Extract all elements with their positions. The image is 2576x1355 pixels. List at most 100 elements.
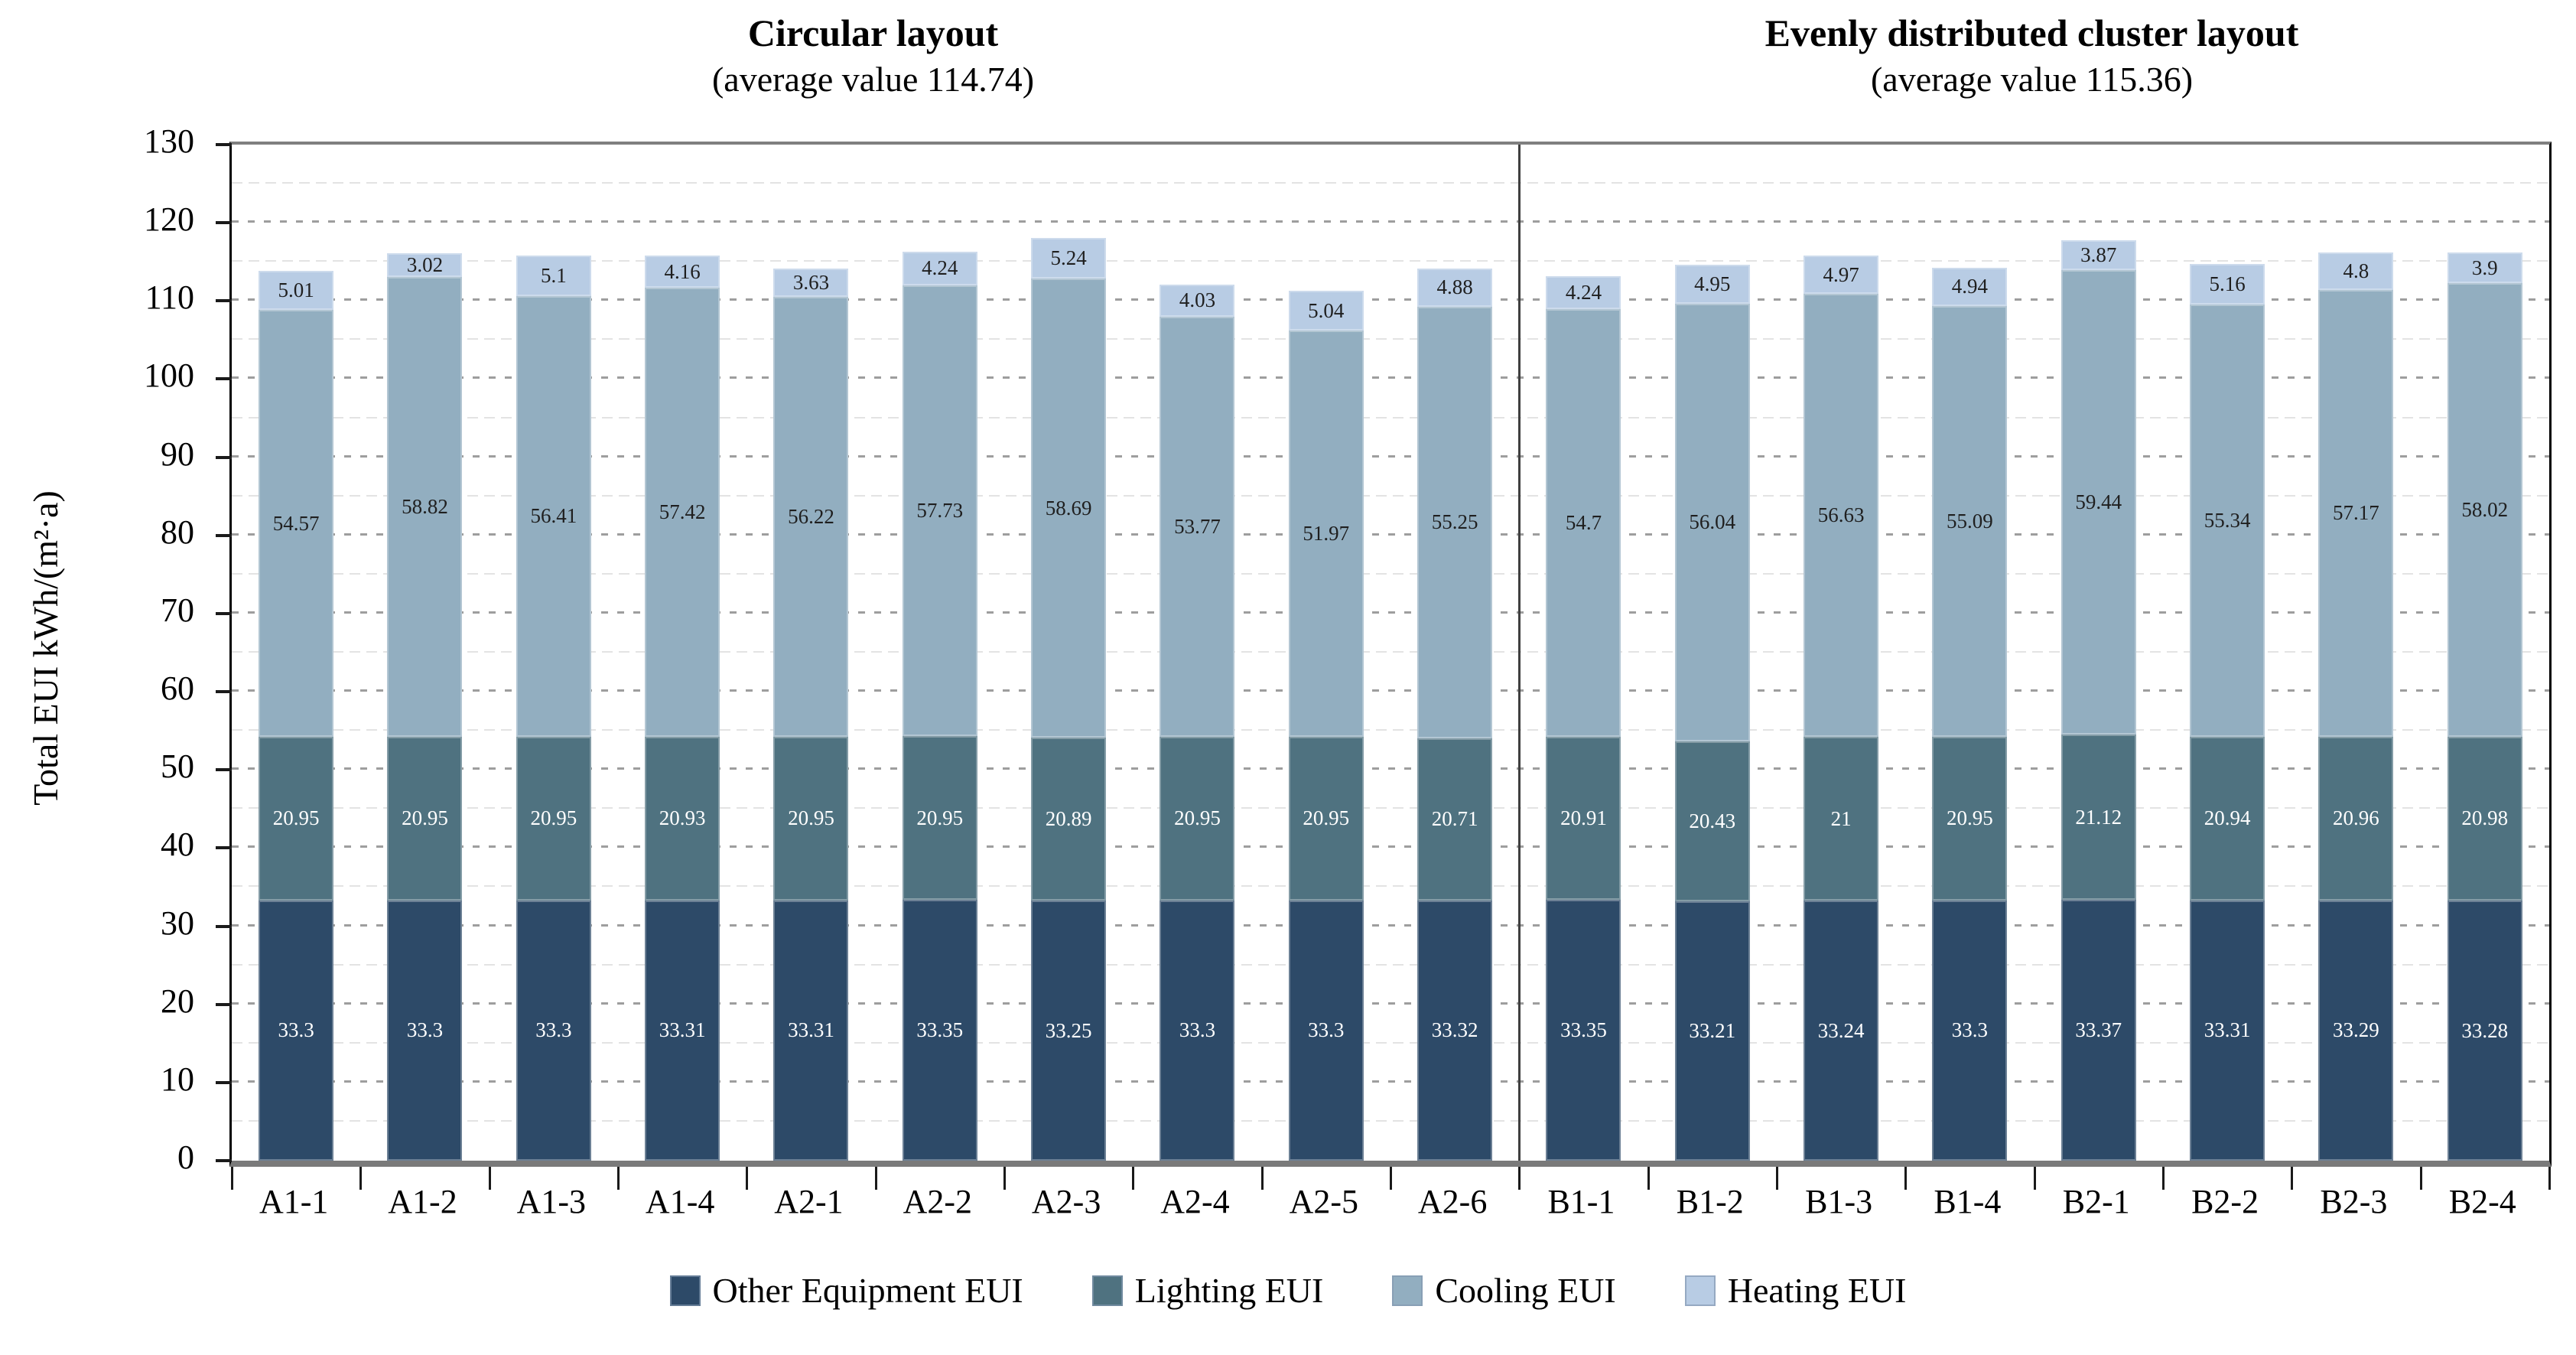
bar-segment: 33.32 — [1417, 900, 1493, 1161]
x-tick-mark — [2419, 1167, 2422, 1190]
bar-segment-value: 3.9 — [2471, 256, 2498, 279]
x-axis-label: A1-2 — [388, 1183, 457, 1220]
bar-segment-value: 33.37 — [2075, 1018, 2122, 1042]
x-axis-label: B2-2 — [2191, 1183, 2259, 1220]
stacked-bar-B2-1: 33.37 21.12 59.44 3.87 — [2060, 239, 2136, 1161]
bar-segment: 58.02 — [2447, 283, 2522, 737]
legend-label: Lighting EUI — [1134, 1271, 1324, 1310]
x-axis-label: A2-3 — [1031, 1183, 1101, 1220]
y-tick-label: 0 — [177, 1138, 194, 1176]
bar-slot: 33.24 21 56.63 4.97 — [1777, 145, 1905, 1161]
bar-segment-value: 56.63 — [1817, 503, 1865, 527]
right-group-title-text: Evenly distributed cluster layout — [1764, 11, 2299, 54]
bar-slot: 33.37 21.12 59.44 3.87 — [2034, 145, 2163, 1161]
bar-slot: 33.3 20.95 55.09 4.94 — [1905, 145, 2034, 1161]
bar-slot: 33.25 20.89 58.69 5.24 — [1004, 145, 1133, 1161]
y-tick-mark — [216, 768, 232, 772]
bar-segment-value: 58.82 — [402, 494, 448, 518]
bar-segment: 33.31 — [645, 900, 720, 1161]
bar-segment: 56.63 — [1804, 294, 1879, 737]
y-tick-mark — [216, 1159, 232, 1162]
bar-slot: 33.31 20.95 56.22 3.63 — [746, 145, 875, 1161]
bar-slot: 33.35 20.95 57.73 4.24 — [876, 145, 1004, 1161]
y-tick-mark — [216, 1080, 232, 1084]
x-axis-label: B2-1 — [2062, 1183, 2130, 1220]
x-axis-label: A2-2 — [903, 1183, 973, 1220]
left-group-title: Circular layout (average value 114.74) — [229, 9, 1517, 101]
bar-segment: 57.73 — [902, 285, 977, 737]
y-tick-mark — [216, 377, 232, 381]
y-tick-label: 60 — [161, 669, 194, 708]
left-group-subtitle-text: (average value 114.74) — [711, 59, 1035, 99]
bar-segment: 4.97 — [1804, 255, 1879, 295]
bar-segment-value: 33.3 — [535, 1018, 572, 1042]
bar-segment-value: 33.35 — [1560, 1018, 1607, 1042]
bar-segment-value: 20.71 — [1431, 807, 1478, 831]
x-axis-label: B1-4 — [1934, 1183, 2002, 1220]
bar-segment-value: 33.28 — [2461, 1018, 2509, 1042]
x-tick-mark — [1647, 1167, 1650, 1190]
bar-slot: 33.29 20.96 57.17 4.8 — [2291, 145, 2420, 1161]
bar-segment: 58.82 — [387, 276, 463, 737]
bar-segment-value: 20.95 — [272, 806, 320, 830]
bar-segment: 20.95 — [1288, 736, 1364, 901]
bar-segment-value: 5.16 — [2209, 272, 2246, 295]
bar-segment: 33.31 — [2190, 900, 2265, 1161]
bar-segment: 20.93 — [645, 736, 720, 901]
bar-segment: 21.12 — [2060, 735, 2136, 901]
bar-segment-value: 5.1 — [540, 264, 567, 288]
bar-segment: 33.24 — [1804, 901, 1879, 1161]
bar-slot: 33.31 20.93 57.42 4.16 — [618, 145, 746, 1161]
bar-segment-value: 59.44 — [2075, 490, 2122, 514]
y-tick-label: 50 — [161, 748, 194, 786]
y-tick-label: 30 — [161, 904, 194, 942]
bar-segment-value: 4.95 — [1694, 272, 1731, 295]
legend-item: Lighting EUI — [1091, 1270, 1324, 1311]
bar-segment-value: 20.98 — [2461, 806, 2509, 830]
bar-segment-value: 20.96 — [2333, 806, 2379, 830]
bar-segment-value: 5.01 — [278, 278, 314, 302]
bar-segment: 56.22 — [773, 297, 849, 737]
stacked-bar-A2-2: 33.35 20.95 57.73 4.24 — [902, 252, 977, 1161]
bar-segment: 20.89 — [1031, 737, 1107, 901]
stacked-bar-B2-4: 33.28 20.98 58.02 3.9 — [2447, 252, 2522, 1161]
bar-slot: 33.3 20.95 51.97 5.04 — [1262, 145, 1390, 1161]
x-tick-mark — [1260, 1167, 1264, 1190]
x-tick-mark — [231, 1167, 233, 1190]
stacked-bar-A1-3: 33.3 20.95 56.41 5.1 — [516, 256, 591, 1161]
bar-segment: 33.3 — [516, 900, 591, 1161]
x-tick-mark — [2162, 1167, 2165, 1190]
bar-segment-value: 33.3 — [1179, 1018, 1216, 1042]
legend-swatch — [1392, 1275, 1423, 1306]
bar-segment-value: 20.95 — [402, 806, 448, 830]
y-tick-label: 70 — [161, 591, 194, 629]
x-axis-label: A1-3 — [516, 1183, 587, 1220]
bar-segment-value: 3.63 — [792, 271, 830, 295]
bar-segment-value: 33.32 — [1431, 1018, 1478, 1042]
x-tick-mark — [1775, 1167, 1778, 1190]
bar-segment: 20.95 — [902, 736, 977, 901]
bar-segment: 51.97 — [1288, 330, 1364, 737]
y-tick-mark — [216, 1002, 232, 1006]
bar-segment-value: 33.3 — [1951, 1018, 1989, 1042]
x-axis-label: B2-3 — [2320, 1183, 2388, 1220]
y-tick-mark — [216, 611, 232, 615]
bar-segment-value: 55.34 — [2204, 508, 2251, 532]
stacked-bar-A2-5: 33.3 20.95 51.97 5.04 — [1288, 291, 1364, 1161]
y-tick-label: 10 — [161, 1060, 194, 1098]
x-axis-label: B1-1 — [1547, 1183, 1615, 1220]
bar-segment: 55.09 — [1932, 306, 2008, 737]
bar-segment: 20.91 — [1546, 736, 1621, 901]
bar-segment-value: 21.12 — [2075, 805, 2122, 829]
x-axis-label: A2-1 — [774, 1183, 844, 1220]
x-tick-mark — [874, 1167, 877, 1190]
left-group-title-text: Circular layout — [747, 11, 999, 54]
bar-segment: 53.77 — [1160, 316, 1235, 737]
y-tick-mark — [216, 299, 232, 303]
bar-slot: 33.28 20.98 58.02 3.9 — [2421, 145, 2549, 1161]
bar-segment: 20.95 — [773, 736, 849, 901]
x-tick-mark — [359, 1167, 363, 1190]
bar-segment-value: 33.25 — [1045, 1018, 1092, 1042]
bar-slot: 33.32 20.71 55.25 4.88 — [1390, 145, 1519, 1161]
bar-segment: 4.16 — [645, 255, 720, 288]
